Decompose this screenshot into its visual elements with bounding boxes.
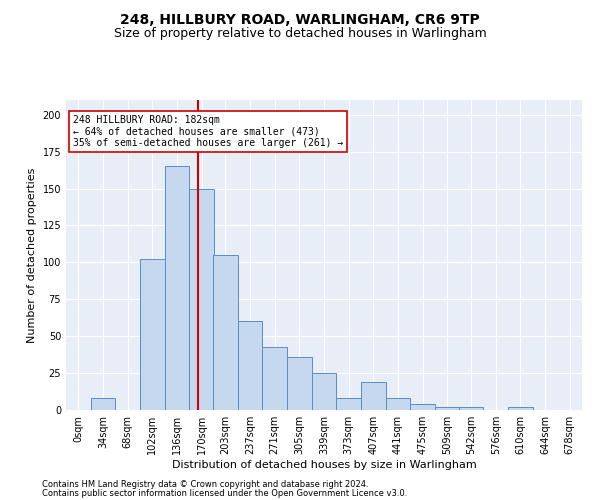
Bar	[91, 398, 115, 410]
Bar	[213, 255, 238, 410]
X-axis label: Distribution of detached houses by size in Warlingham: Distribution of detached houses by size …	[172, 460, 476, 470]
Bar	[189, 188, 214, 410]
Bar	[164, 166, 189, 410]
Bar	[386, 398, 410, 410]
Bar	[410, 404, 435, 410]
Bar	[459, 407, 484, 410]
Bar	[287, 357, 311, 410]
Bar	[262, 346, 287, 410]
Y-axis label: Number of detached properties: Number of detached properties	[27, 168, 37, 342]
Text: 248 HILLBURY ROAD: 182sqm
← 64% of detached houses are smaller (473)
35% of semi: 248 HILLBURY ROAD: 182sqm ← 64% of detac…	[73, 115, 343, 148]
Text: Size of property relative to detached houses in Warlingham: Size of property relative to detached ho…	[113, 28, 487, 40]
Bar	[435, 407, 460, 410]
Text: Contains HM Land Registry data © Crown copyright and database right 2024.: Contains HM Land Registry data © Crown c…	[42, 480, 368, 489]
Bar	[238, 322, 262, 410]
Bar	[337, 398, 361, 410]
Text: 248, HILLBURY ROAD, WARLINGHAM, CR6 9TP: 248, HILLBURY ROAD, WARLINGHAM, CR6 9TP	[120, 12, 480, 26]
Bar	[508, 407, 533, 410]
Bar	[361, 382, 386, 410]
Text: Contains public sector information licensed under the Open Government Licence v3: Contains public sector information licen…	[42, 489, 407, 498]
Bar	[311, 373, 337, 410]
Bar	[140, 260, 164, 410]
